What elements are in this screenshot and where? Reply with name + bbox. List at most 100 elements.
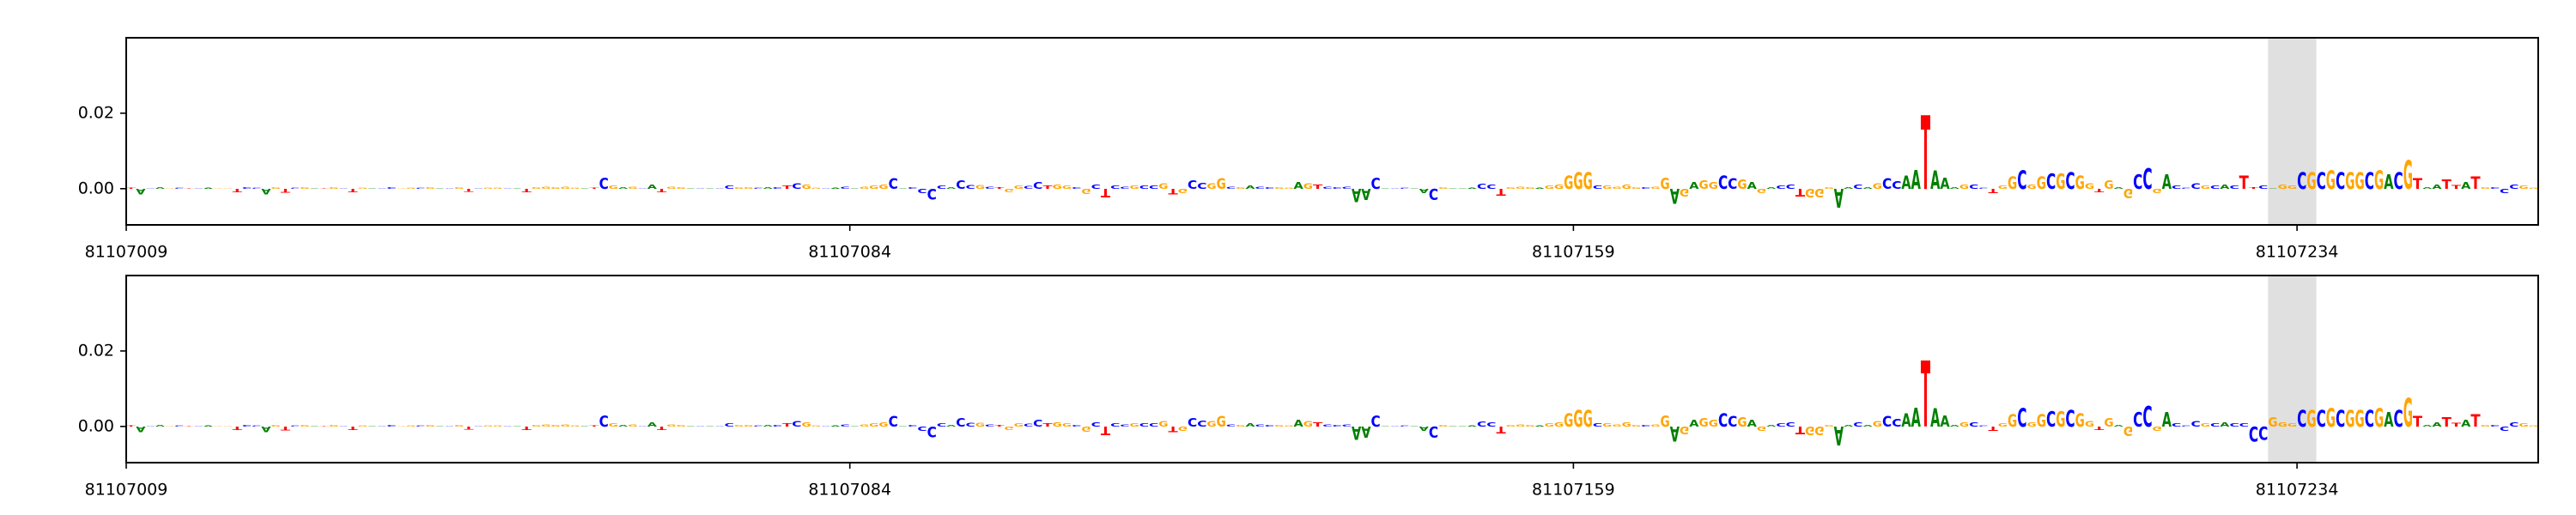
logo-letter: A [580, 188, 589, 189]
logo-letter: G [425, 187, 434, 190]
logo-letter: A [580, 426, 589, 427]
logo-letter: C [416, 187, 425, 189]
logo-letter: A [830, 425, 840, 427]
logo-letter: C [773, 187, 782, 190]
logo-letter: C [1853, 183, 1862, 190]
logo-letter: C [2142, 400, 2152, 433]
logo-letter: G [561, 423, 570, 427]
logo-letter: G [493, 187, 502, 189]
logo-letter: C [174, 187, 184, 189]
logo-letter: G [2075, 173, 2085, 194]
logo-letter: T [1168, 425, 1177, 434]
logo-letter: C [290, 187, 300, 189]
logo-letter: A [1862, 187, 1872, 190]
logo-letter: A [435, 188, 445, 189]
logo-letter: T [657, 188, 666, 193]
logo-letter: A [1409, 426, 1419, 427]
logo-letter: C [714, 426, 724, 427]
logo-letter: C [985, 185, 994, 189]
logo-letter: G [550, 186, 560, 190]
logo-letter: G [860, 423, 869, 427]
logo-panel: T A C A G C T C A G G T C C A G T C G A T G C T G A C C G G C G A C GT C G G C… [78, 275, 2539, 500]
logo-letter: C [1400, 425, 1409, 427]
logo-letter: C [1033, 180, 1042, 191]
logo-letter: C [1139, 185, 1149, 190]
logo-letter: C [473, 188, 483, 189]
logo-letter: G [1081, 425, 1091, 433]
logo-letter: C [927, 423, 937, 440]
logo-letter: G [975, 421, 985, 427]
logo-letter: A [1294, 418, 1303, 429]
logo-letter: A [1747, 180, 1757, 191]
logo-letter: A [512, 188, 521, 189]
logo-letter: C [937, 422, 946, 427]
logo-letter: A [1245, 185, 1255, 190]
logo-letter: C [252, 187, 261, 189]
logo-letter: C [1776, 422, 1785, 427]
logo-letter: A [204, 187, 213, 189]
logo-letter: G [397, 426, 406, 427]
logo-letter: G [2201, 422, 2210, 427]
y-tick-label: 0.02 [78, 341, 114, 360]
logo-letter: C [338, 426, 348, 427]
logo-letter: G [2104, 416, 2113, 429]
logo-letter: G [1631, 186, 1641, 190]
logo-letter: C [1322, 185, 1332, 189]
logo-letter: G [271, 187, 281, 190]
logo-letter: C [2297, 167, 2306, 194]
logo-letter: C [1882, 175, 1892, 192]
logo-letter: G [483, 425, 493, 427]
logo-letter: G [2026, 421, 2036, 427]
logo-letter: G [222, 426, 232, 427]
logo-letter: G [561, 185, 570, 189]
logo-letter: A [309, 426, 319, 427]
logo-letter: C [2336, 405, 2345, 432]
logo-letter: G [1564, 173, 1573, 194]
logo-letter: T [1101, 186, 1110, 199]
logo-letter: G [550, 424, 560, 427]
logo-letter: G [860, 185, 869, 189]
logo-letter: G [532, 424, 541, 427]
logo-letter: C [1718, 410, 1728, 432]
logo-letter: C [1333, 425, 1342, 427]
logo-letter: G [2026, 183, 2036, 190]
logo-letter: C [386, 186, 396, 190]
logo-letter: T [522, 188, 532, 193]
logo-letter: A [1245, 422, 1255, 427]
logo-letter: G [2481, 424, 2490, 427]
logo-letter: A [1911, 165, 1921, 195]
logo-letter: G [2287, 185, 2297, 190]
logo-letter: C [1033, 418, 1042, 429]
logo-letter: G [271, 425, 281, 427]
logo-letter: C [2065, 405, 2075, 432]
logo-letter: C [2490, 425, 2500, 427]
logo-letter: G [2085, 181, 2094, 191]
logo-letter: C [2365, 405, 2374, 432]
logo-letter: T [1795, 424, 1805, 436]
logo-letter: G [2268, 415, 2277, 429]
logo-letter: A [850, 426, 860, 427]
logo-letter: G [744, 187, 753, 190]
logo-letter: C [2172, 422, 2181, 427]
logo-letter: G [1178, 187, 1188, 194]
logo-letter: T [464, 188, 473, 192]
logo-letter: C [889, 175, 898, 192]
logo-letter: C [2142, 162, 2152, 196]
logo-letter: T [1795, 186, 1805, 198]
logo-letter: G [1825, 425, 1834, 427]
logo-letter: A [1950, 424, 1959, 427]
logo-letter: A [1834, 420, 1844, 450]
logo-letter: C [1786, 183, 1795, 190]
logo-letter: G [1661, 174, 1670, 192]
logo-letter: A [1950, 186, 1959, 190]
logo-letter: G [2374, 403, 2384, 432]
logo-letter: C [840, 423, 849, 427]
logo-letter: G [570, 425, 580, 427]
logo-letter: A [946, 425, 956, 427]
logo-letter: A [763, 186, 773, 190]
logo-letter: C [1892, 179, 1901, 191]
logo-letter: C [377, 188, 386, 189]
logo-letter: G [1062, 185, 1072, 190]
logo-letter: A [1381, 188, 1390, 189]
logo-letter: A [512, 426, 521, 427]
